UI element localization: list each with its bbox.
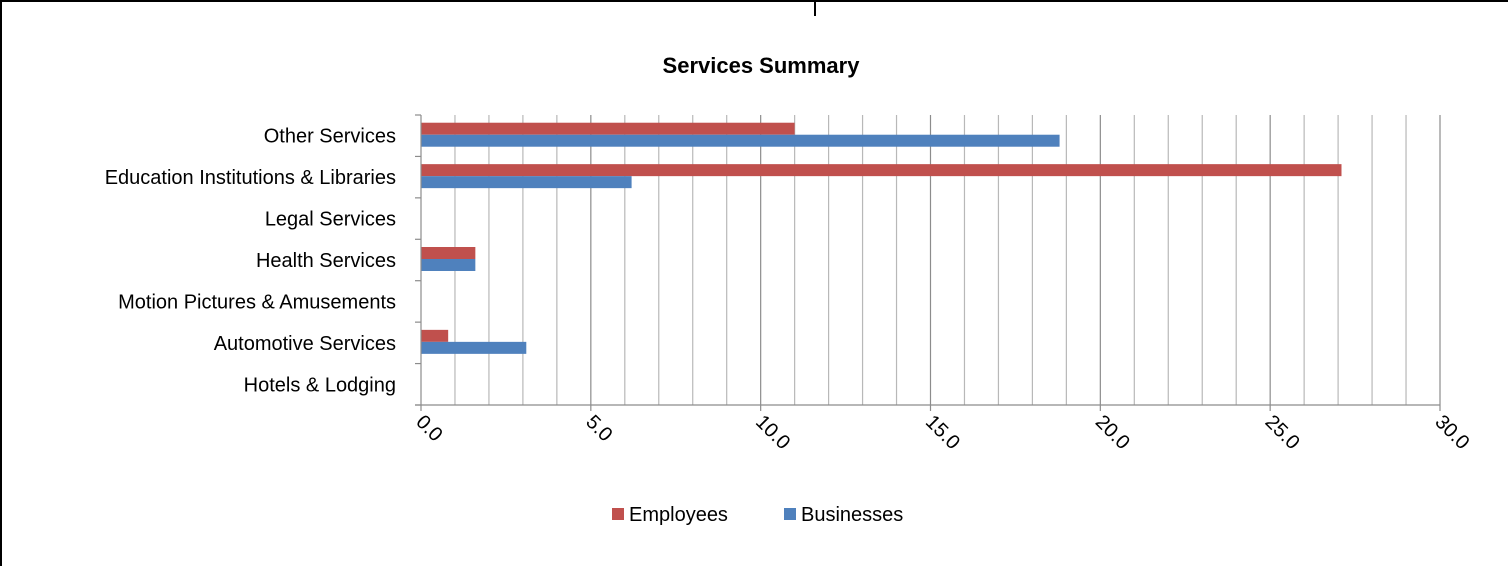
- legend-item-employees: Employees: [612, 504, 728, 526]
- x-tick-labels: 0.0 5.0 10.0 15.0 20.0 25.0 30.0: [411, 411, 1473, 454]
- category-label: Hotels & Lodging: [244, 374, 396, 396]
- bar-employees-education-institutions-libraries: [421, 164, 1342, 177]
- category-label: Health Services: [256, 250, 396, 272]
- category-label: Automotive Services: [214, 333, 396, 355]
- chart-title: Services Summary: [663, 53, 861, 78]
- category-label: Legal Services: [265, 209, 396, 231]
- x-tick-label: 5.0: [581, 411, 616, 446]
- legend-label: Businesses: [801, 504, 903, 526]
- bar-employees-automotive-services: [421, 329, 449, 342]
- x-tick-label: 30.0: [1430, 411, 1473, 454]
- x-tick-label: 20.0: [1091, 411, 1134, 454]
- legend-item-businesses: Businesses: [784, 504, 903, 526]
- bar-employees-health-services: [421, 247, 476, 259]
- category-label: Motion Pictures & Amusements: [118, 291, 396, 313]
- bars: [421, 122, 1342, 354]
- bar-businesses-other-services: [421, 134, 1060, 147]
- x-tick-label: 0.0: [411, 411, 446, 446]
- x-tick-label: 15.0: [921, 411, 964, 454]
- legend: Employees Businesses: [612, 504, 903, 526]
- bar-businesses-education-institutions-libraries: [421, 176, 632, 189]
- x-tick-label: 10.0: [751, 411, 794, 454]
- bar-businesses-health-services: [421, 259, 476, 271]
- category-label: Education Institutions & Libraries: [105, 167, 396, 189]
- bar-employees-other-services: [421, 122, 795, 135]
- category-labels: Other Services Education Institutions & L…: [105, 126, 396, 397]
- frame-divider: [814, 2, 816, 16]
- legend-label: Employees: [629, 504, 728, 526]
- category-label: Other Services: [264, 126, 396, 148]
- legend-swatch: [612, 508, 624, 520]
- axes: [415, 114, 1440, 411]
- legend-swatch: [784, 508, 796, 520]
- gridlines: [454, 115, 1441, 411]
- bar-businesses-automotive-services: [421, 341, 527, 354]
- x-tick-label: 25.0: [1261, 411, 1304, 454]
